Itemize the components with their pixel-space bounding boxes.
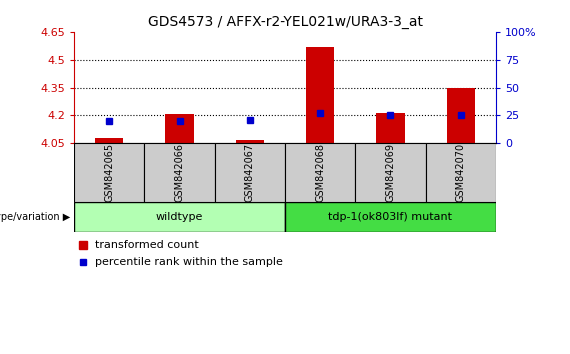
- Bar: [285, 202, 496, 232]
- Text: genotype/variation ▶: genotype/variation ▶: [0, 212, 71, 222]
- Bar: [285, 143, 355, 202]
- Bar: [74, 143, 144, 202]
- Text: tdp-1(ok803lf) mutant: tdp-1(ok803lf) mutant: [328, 212, 453, 222]
- Bar: [165, 114, 194, 143]
- Text: percentile rank within the sample: percentile rank within the sample: [95, 257, 283, 267]
- Bar: [236, 139, 264, 143]
- Title: GDS4573 / AFFX-r2-YEL021w/URA3-3_at: GDS4573 / AFFX-r2-YEL021w/URA3-3_at: [148, 16, 422, 29]
- Bar: [215, 143, 285, 202]
- Text: wildtype: wildtype: [156, 212, 203, 222]
- Text: GSM842068: GSM842068: [315, 143, 325, 202]
- Text: GSM842067: GSM842067: [245, 143, 255, 202]
- Bar: [355, 143, 426, 202]
- Bar: [306, 47, 334, 143]
- Text: GSM842069: GSM842069: [385, 143, 396, 202]
- Bar: [95, 138, 123, 143]
- Bar: [376, 113, 405, 143]
- Bar: [426, 143, 496, 202]
- Text: transformed count: transformed count: [95, 240, 199, 250]
- Bar: [447, 88, 475, 143]
- Text: GSM842070: GSM842070: [456, 143, 466, 202]
- Text: GSM842065: GSM842065: [104, 143, 114, 202]
- Text: GSM842066: GSM842066: [174, 143, 185, 202]
- Bar: [74, 202, 285, 232]
- Bar: [144, 143, 215, 202]
